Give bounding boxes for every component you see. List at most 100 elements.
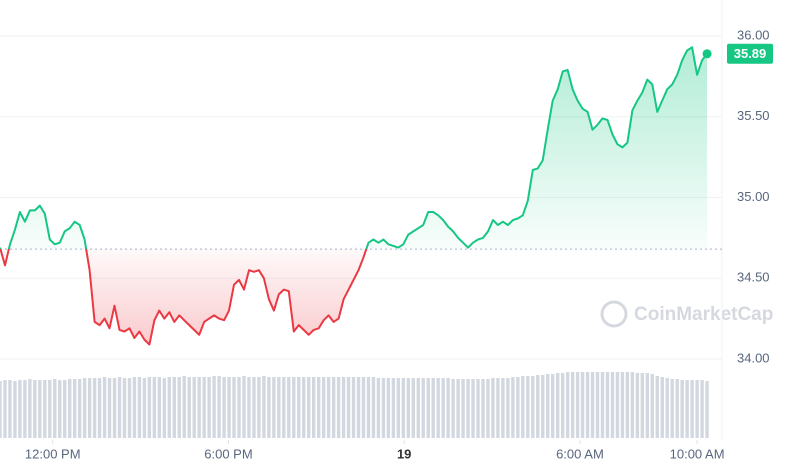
volume-bar bbox=[92, 378, 97, 438]
volume-bar bbox=[541, 375, 545, 438]
volume-bar bbox=[560, 373, 565, 438]
volume-bar bbox=[172, 377, 176, 438]
volume-bar bbox=[68, 379, 72, 438]
volume-bar bbox=[287, 377, 291, 438]
volume-bar bbox=[456, 379, 460, 438]
volume-bar bbox=[107, 378, 112, 438]
volume-bar bbox=[511, 377, 515, 438]
volume-bar bbox=[705, 381, 709, 438]
volume-bar bbox=[575, 372, 580, 438]
volume-bar bbox=[546, 374, 550, 438]
volume-bar bbox=[267, 377, 271, 438]
volume-bar bbox=[242, 376, 246, 438]
volume-bar bbox=[381, 378, 386, 438]
volume-bar bbox=[282, 377, 286, 438]
volume-bar bbox=[117, 377, 122, 438]
volume-bar bbox=[496, 378, 500, 438]
volume-bar bbox=[401, 378, 406, 438]
watermark: CoinMarketCap bbox=[600, 300, 773, 328]
price-line bbox=[0, 46, 708, 346]
volume-bar bbox=[38, 380, 42, 438]
volume-bar bbox=[53, 379, 57, 438]
volume-bar bbox=[600, 372, 605, 438]
volume-bar bbox=[660, 377, 664, 438]
volume-bar bbox=[222, 377, 226, 438]
x-tick-label: 19 bbox=[397, 446, 411, 461]
volume-bar bbox=[431, 378, 435, 438]
volume-bar bbox=[237, 377, 241, 438]
volume-bar bbox=[396, 378, 401, 438]
volume-bar bbox=[307, 377, 311, 438]
volume-bar bbox=[680, 380, 684, 438]
volume-bar bbox=[321, 377, 326, 438]
volume-bar bbox=[102, 377, 107, 438]
volume-bar bbox=[0, 381, 2, 438]
volume-bar bbox=[97, 378, 102, 438]
y-tick-label: 35.50 bbox=[737, 108, 770, 123]
volume-bar bbox=[157, 377, 162, 438]
volume-bar bbox=[441, 378, 445, 438]
volume-bar bbox=[411, 378, 415, 438]
volume-bar bbox=[531, 376, 535, 438]
volume-bar bbox=[192, 377, 196, 438]
volume-bar bbox=[142, 378, 147, 438]
volume-bar bbox=[87, 378, 92, 438]
volume-bar bbox=[217, 376, 221, 438]
volume-bar bbox=[341, 377, 346, 438]
volume-bar bbox=[645, 373, 650, 438]
volume-bar bbox=[187, 377, 191, 438]
volume-bar bbox=[386, 378, 391, 438]
volume-bar bbox=[446, 378, 450, 438]
volume-bar bbox=[127, 378, 132, 438]
volume-bar bbox=[615, 372, 620, 438]
volume-bar bbox=[8, 380, 12, 438]
volume-bar bbox=[177, 377, 181, 438]
volume-bar bbox=[476, 379, 480, 438]
volume-bar bbox=[620, 372, 625, 438]
price-area bbox=[0, 47, 708, 345]
volume-bar bbox=[227, 377, 231, 438]
volume-bar bbox=[132, 377, 137, 438]
volume-bar bbox=[675, 379, 679, 438]
volume-bar bbox=[13, 381, 17, 438]
volume-bar bbox=[690, 380, 694, 438]
volume-bar bbox=[167, 377, 171, 438]
y-tick-label: 34.00 bbox=[737, 350, 770, 365]
volume-bar bbox=[326, 377, 331, 438]
volume-bar bbox=[112, 378, 117, 438]
volume-bar bbox=[18, 380, 22, 438]
volume-bar bbox=[252, 377, 256, 438]
last-price-dot bbox=[702, 49, 712, 59]
volume-bar bbox=[247, 377, 251, 438]
volume-bar bbox=[366, 377, 371, 438]
volume-bar bbox=[331, 377, 336, 438]
volume-bar bbox=[162, 378, 167, 438]
volume-bar bbox=[501, 378, 505, 438]
volume-bar bbox=[257, 377, 261, 438]
volume-bar bbox=[406, 378, 411, 438]
volume-bar bbox=[356, 377, 361, 438]
volume-bar bbox=[371, 377, 376, 438]
volume-bar bbox=[670, 379, 674, 438]
x-tick-label: 10:00 AM bbox=[670, 446, 725, 461]
volume-bar bbox=[311, 377, 316, 438]
volume-bar bbox=[28, 379, 32, 438]
volume-bar bbox=[152, 377, 157, 438]
volume-bar bbox=[82, 378, 87, 438]
volume-bar bbox=[48, 380, 52, 438]
volume-bar bbox=[316, 377, 321, 438]
watermark-text: CoinMarketCap bbox=[634, 304, 773, 325]
volume-bar bbox=[580, 372, 585, 438]
volume-bar bbox=[376, 378, 381, 438]
volume-bar bbox=[58, 380, 62, 438]
y-tick-label: 34.50 bbox=[737, 270, 770, 285]
volume-bar bbox=[665, 378, 669, 438]
y-tick-label: 36.00 bbox=[737, 27, 770, 42]
volume-bar bbox=[202, 377, 206, 438]
volume-bar bbox=[351, 377, 356, 438]
volume-bar bbox=[212, 376, 216, 438]
volume-bar bbox=[23, 380, 27, 438]
volume-bar bbox=[491, 378, 495, 438]
